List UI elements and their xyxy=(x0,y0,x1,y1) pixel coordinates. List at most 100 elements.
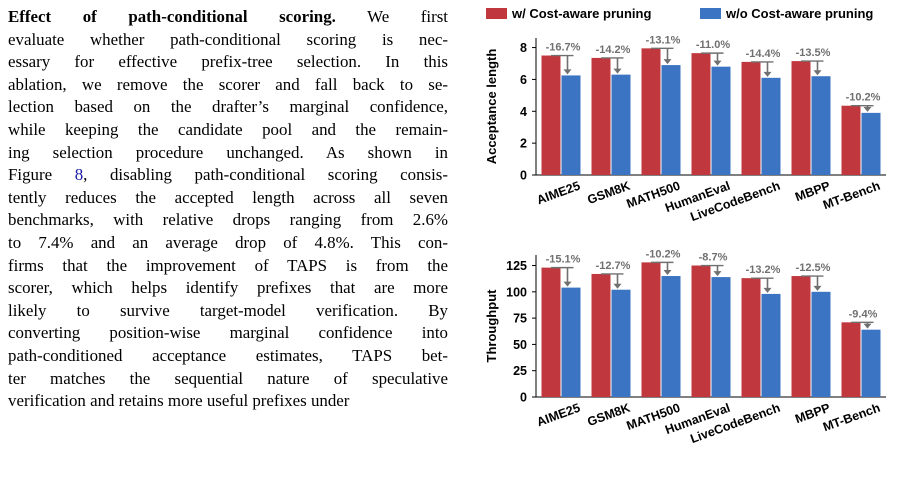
drop-percent-label: -13.1% xyxy=(646,34,681,46)
category-label: AIME25 xyxy=(535,179,582,208)
y-tick-label: 50 xyxy=(513,338,527,352)
paragraph-line: while keeping the candidate pool and the… xyxy=(8,119,448,139)
drop-percent-label: -16.7% xyxy=(546,42,581,54)
bar-with-pruning xyxy=(541,267,561,397)
paragraph-line: to 7.4% and an average drop of 4.8%. Thi… xyxy=(8,232,448,252)
drop-arrow-head xyxy=(613,283,622,289)
bar-without-pruning xyxy=(811,291,831,397)
drop-arrow-head xyxy=(813,285,822,291)
paragraph-line: scorer, which helps identify prefixes th… xyxy=(8,278,448,298)
y-tick-label: 25 xyxy=(513,364,527,378)
bar-without-pruning xyxy=(861,329,881,397)
bar-without-pruning xyxy=(811,76,831,175)
drop-arrow-head xyxy=(763,287,772,293)
body-paragraph: Effect of path-conditional scoring. We f… xyxy=(8,6,448,413)
category-label: MT-Bench xyxy=(821,401,882,435)
bar-without-pruning xyxy=(561,287,581,397)
bar-with-pruning xyxy=(841,322,861,397)
drop-percent-label: -12.7% xyxy=(596,260,631,272)
drop-arrow-head xyxy=(813,70,822,76)
drop-arrow-head xyxy=(663,270,672,276)
category-label: MT-Bench xyxy=(821,179,882,213)
bar-with-pruning xyxy=(591,57,611,175)
legend-swatch-with xyxy=(486,8,507,19)
paragraph-line: Effect of path-conditional scoring. We f… xyxy=(8,6,448,29)
bar-with-pruning xyxy=(791,276,811,397)
drop-arrow-head xyxy=(613,68,622,74)
drop-percent-label: -15.1% xyxy=(546,254,581,266)
y-tick-label: 0 xyxy=(520,391,527,405)
drop-arrow-head xyxy=(663,59,672,65)
paragraph-line: lection based on the drafter’s marginal … xyxy=(8,97,448,117)
paragraph-line: converting position-wise marginal confid… xyxy=(8,323,448,343)
drop-arrow-head xyxy=(863,323,872,329)
y-axis-label: Throughput xyxy=(484,289,499,363)
legend-swatch-without xyxy=(700,8,721,19)
drop-percent-label: -11.0% xyxy=(696,39,730,51)
drop-percent-label: -9.4% xyxy=(849,308,878,320)
bar-with-pruning xyxy=(691,53,711,175)
bar-with-pruning xyxy=(541,55,561,175)
drop-arrow-head xyxy=(763,71,772,77)
bar-without-pruning xyxy=(611,289,631,397)
drop-percent-label: -14.4% xyxy=(746,48,781,60)
drop-percent-label: -10.2% xyxy=(646,248,681,260)
category-label: GSM8K xyxy=(585,179,632,207)
drop-arrow-head xyxy=(563,69,572,75)
paragraph-line: evaluate whether path-conditional scorin… xyxy=(8,29,448,49)
paragraph-line: ter matches the sequential nature of spe… xyxy=(8,368,448,388)
bar-without-pruning xyxy=(711,277,731,397)
bar-without-pruning xyxy=(761,77,781,175)
y-tick-label: 0 xyxy=(520,169,527,183)
drop-arrow-head xyxy=(563,281,572,287)
paragraph-line: likely to survive target-model verificat… xyxy=(8,300,448,320)
drop-percent-label: -13.2% xyxy=(746,264,781,276)
bar-with-pruning xyxy=(591,273,611,397)
bar-without-pruning xyxy=(561,75,581,175)
category-label: GSM8K xyxy=(585,401,632,429)
bar-with-pruning xyxy=(641,262,661,397)
legend: w/ Cost-aware pruning w/o Cost-aware pru… xyxy=(486,6,873,21)
drop-percent-label: -8.7% xyxy=(699,252,728,264)
throughput-chart: 0 25 50 75 100 125 Throughput -15.1% AIME25 -12.7… xyxy=(484,248,886,446)
bar-with-pruning xyxy=(791,61,811,175)
paragraph-line-text: We first xyxy=(335,7,448,26)
drop-arrow-head xyxy=(863,106,872,112)
figure-reference-link[interactable]: 8 xyxy=(74,165,84,185)
y-tick-label: 75 xyxy=(513,312,527,326)
drop-percent-label: -13.5% xyxy=(796,47,831,59)
legend-label-with: w/ Cost-aware pruning xyxy=(511,6,651,21)
y-tick-label: 4 xyxy=(520,105,527,119)
bar-without-pruning xyxy=(661,65,681,175)
bar-with-pruning xyxy=(741,278,761,397)
drop-percent-label: -12.5% xyxy=(796,262,831,274)
category-label: AIME25 xyxy=(535,401,582,430)
bar-with-pruning xyxy=(691,265,711,397)
drop-percent-label: -10.2% xyxy=(846,92,881,104)
bar-without-pruning xyxy=(761,293,781,397)
y-tick-label: 8 xyxy=(520,41,527,55)
drop-percent-label: -14.2% xyxy=(596,44,631,56)
bar-without-pruning xyxy=(611,74,631,175)
paragraph-line: essary for effective prefix-tree selecti… xyxy=(8,52,448,72)
paragraph-line: firms that the improvement of TAPS is fr… xyxy=(8,255,448,275)
drop-arrow-head xyxy=(713,271,722,277)
drop-arrow-head xyxy=(713,60,722,66)
paragraph-line-text: Figure xyxy=(8,165,75,185)
legend-label-without: w/o Cost-aware pruning xyxy=(725,6,873,21)
bar-with-pruning xyxy=(841,105,861,175)
figure: w/ Cost-aware pruning w/o Cost-aware pru… xyxy=(484,6,886,446)
y-tick-label: 100 xyxy=(506,285,527,299)
bar-without-pruning xyxy=(661,276,681,397)
bar-without-pruning xyxy=(861,112,881,175)
y-tick-label: 6 xyxy=(520,73,527,87)
paragraph-line-text: , disabling path-conditional scoring con… xyxy=(83,165,448,185)
bar-with-pruning xyxy=(641,48,661,175)
y-tick-label: 125 xyxy=(506,259,527,273)
paragraph-line: ing selection procedure unchanged. As sh… xyxy=(8,142,448,162)
paragraph-line: benchmarks, with relative drops ranging … xyxy=(8,210,448,230)
bar-with-pruning xyxy=(741,61,761,175)
y-tick-label: 2 xyxy=(520,137,527,151)
paragraph-heading: Effect of path-conditional scoring. xyxy=(8,7,336,26)
bar-without-pruning xyxy=(711,66,731,175)
